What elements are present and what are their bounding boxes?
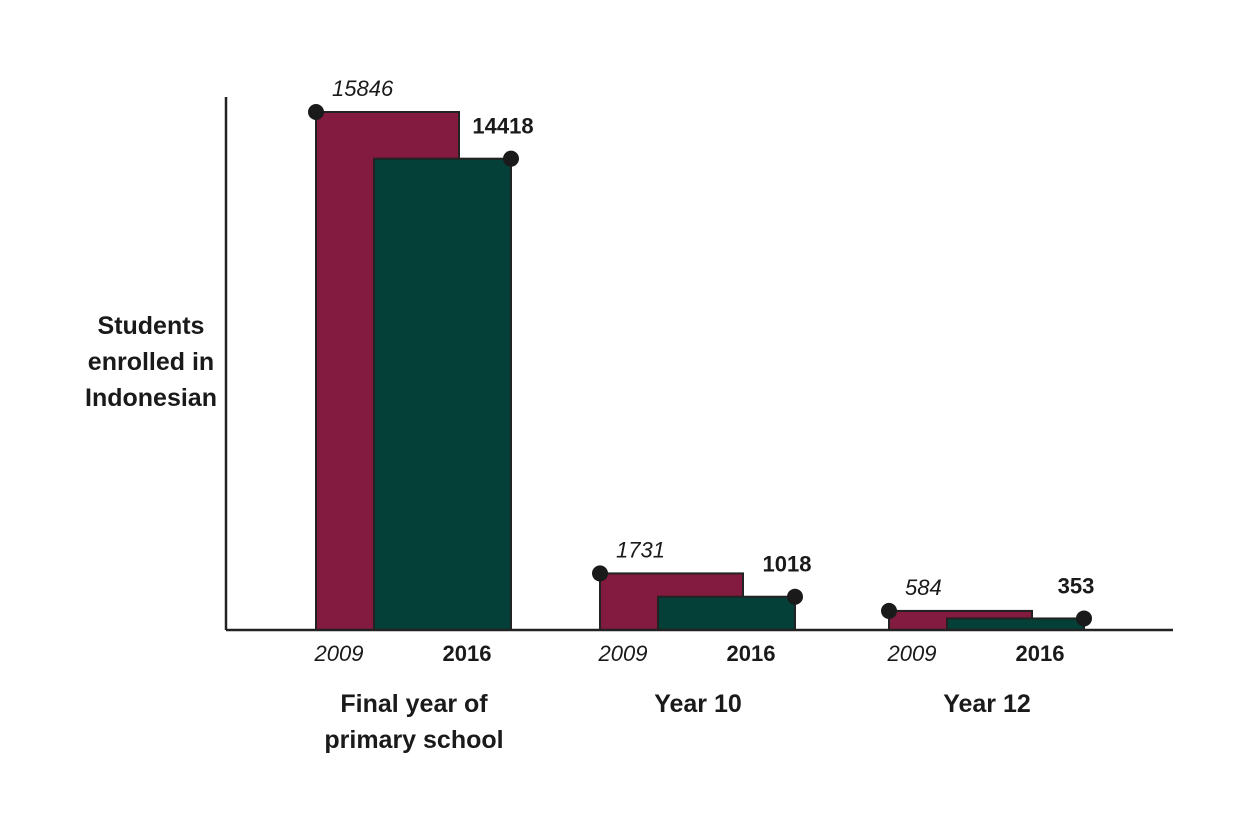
y-axis-label: Students enrolled in Indonesian bbox=[62, 308, 240, 416]
marker-dot-2016 bbox=[503, 150, 519, 167]
marker-dot-2009 bbox=[881, 602, 897, 619]
tick-label-2009: 2009 bbox=[598, 641, 648, 666]
data-label-2016: 1018 bbox=[763, 552, 812, 577]
marker-dot-2016 bbox=[1076, 610, 1092, 627]
tick-label-2016: 2016 bbox=[1016, 641, 1065, 666]
data-label-2009: 584 bbox=[905, 575, 942, 600]
tick-label-2009: 2009 bbox=[314, 641, 364, 666]
category-label: Year 10 bbox=[654, 690, 742, 718]
data-label-2016: 353 bbox=[1058, 573, 1095, 598]
bar-2016 bbox=[657, 595, 796, 631]
category-label: Year 12 bbox=[943, 690, 1031, 718]
y-axis-label-line: enrolled in bbox=[87, 348, 215, 376]
marker-dot-2009 bbox=[592, 565, 608, 582]
tick-label-2009: 2009 bbox=[887, 641, 937, 666]
tick-label-2016: 2016 bbox=[443, 641, 492, 666]
tick-label-2016: 2016 bbox=[727, 641, 776, 666]
category-label: Final year of bbox=[340, 690, 488, 718]
y-axis-label-line: Students bbox=[97, 312, 205, 340]
marker-dot-2016 bbox=[787, 588, 803, 605]
y-axis-label-line: Indonesian bbox=[85, 384, 217, 412]
data-label-2016: 14418 bbox=[472, 114, 533, 139]
bar-2016 bbox=[946, 617, 1085, 632]
category-label: primary school bbox=[324, 726, 503, 754]
data-label-2009: 1731 bbox=[616, 537, 665, 562]
data-label-2009: 15846 bbox=[332, 76, 394, 101]
marker-dot-2009 bbox=[308, 104, 324, 120]
bar-2016 bbox=[373, 157, 512, 631]
